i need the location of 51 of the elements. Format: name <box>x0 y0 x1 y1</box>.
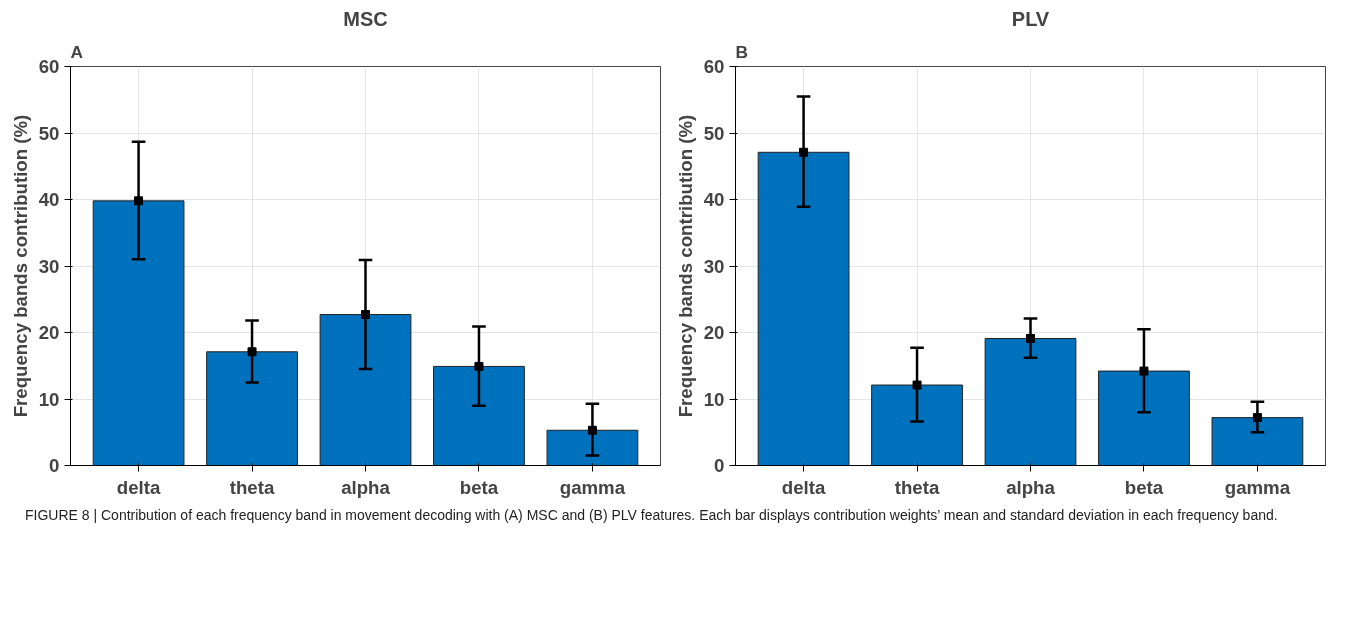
caption: FIGURE 8 | Contribution of each frequency band in movement decoding with (A) MSC and (B) PLV features. Each bar displays contribution weights’ mean and standard deviation in each frequency band. <box>25 506 1278 525</box>
x-tick-label: gamma <box>1224 476 1291 498</box>
bar <box>206 351 298 466</box>
x-tick-label: gamma <box>559 476 626 498</box>
y-tick-label: 50 <box>38 122 60 144</box>
point <box>1252 413 1262 423</box>
y-tick-label: 40 <box>38 189 60 210</box>
x-tick-label: alpha <box>341 476 391 498</box>
bar <box>984 337 1077 466</box>
x-tick-label: delta <box>116 476 161 498</box>
chart-title: MSC <box>343 7 388 30</box>
y-axis-title: Frequency bands contribution (%) <box>674 114 696 418</box>
y-tick-label: 30 <box>38 255 60 277</box>
bar <box>92 200 185 466</box>
x-tick-label: delta <box>781 476 826 498</box>
y-axis-title: Frequency bands contribution (%) <box>9 114 31 418</box>
point <box>799 147 809 157</box>
chart-title: PLV <box>1011 7 1050 30</box>
x-tick-label: alpha <box>1006 476 1056 498</box>
y-tick-label: 10 <box>703 388 725 410</box>
point <box>912 380 922 390</box>
bar <box>1211 417 1304 466</box>
bar <box>433 365 525 466</box>
point <box>587 425 597 435</box>
point <box>474 361 484 371</box>
y-tick-label: 20 <box>703 322 725 343</box>
y-tick-label: 10 <box>38 388 60 410</box>
y-tick-label: 60 <box>38 56 60 77</box>
x-tick-label: theta <box>894 476 940 498</box>
x-tick-label: beta <box>459 476 499 498</box>
bar <box>546 429 639 466</box>
y-tick-label: 50 <box>703 122 725 144</box>
bar <box>319 314 412 466</box>
y-tick-label: 0 <box>714 455 725 476</box>
point <box>1139 366 1149 376</box>
text: B <box>735 41 749 62</box>
text: A <box>70 41 84 62</box>
point <box>247 347 257 357</box>
bar <box>1098 370 1190 466</box>
y-tick-label: 60 <box>703 56 725 77</box>
y-tick-label: 40 <box>703 189 725 210</box>
point <box>1026 333 1035 343</box>
x-tick-label: beta <box>1124 476 1164 498</box>
y-tick-label: 20 <box>38 322 60 343</box>
bar <box>757 151 850 466</box>
y-tick-label: 0 <box>49 455 60 476</box>
x-tick-label: theta <box>229 476 275 498</box>
point <box>361 310 370 320</box>
y-tick-label: 30 <box>703 255 725 277</box>
bar <box>871 384 963 466</box>
point <box>134 196 144 206</box>
